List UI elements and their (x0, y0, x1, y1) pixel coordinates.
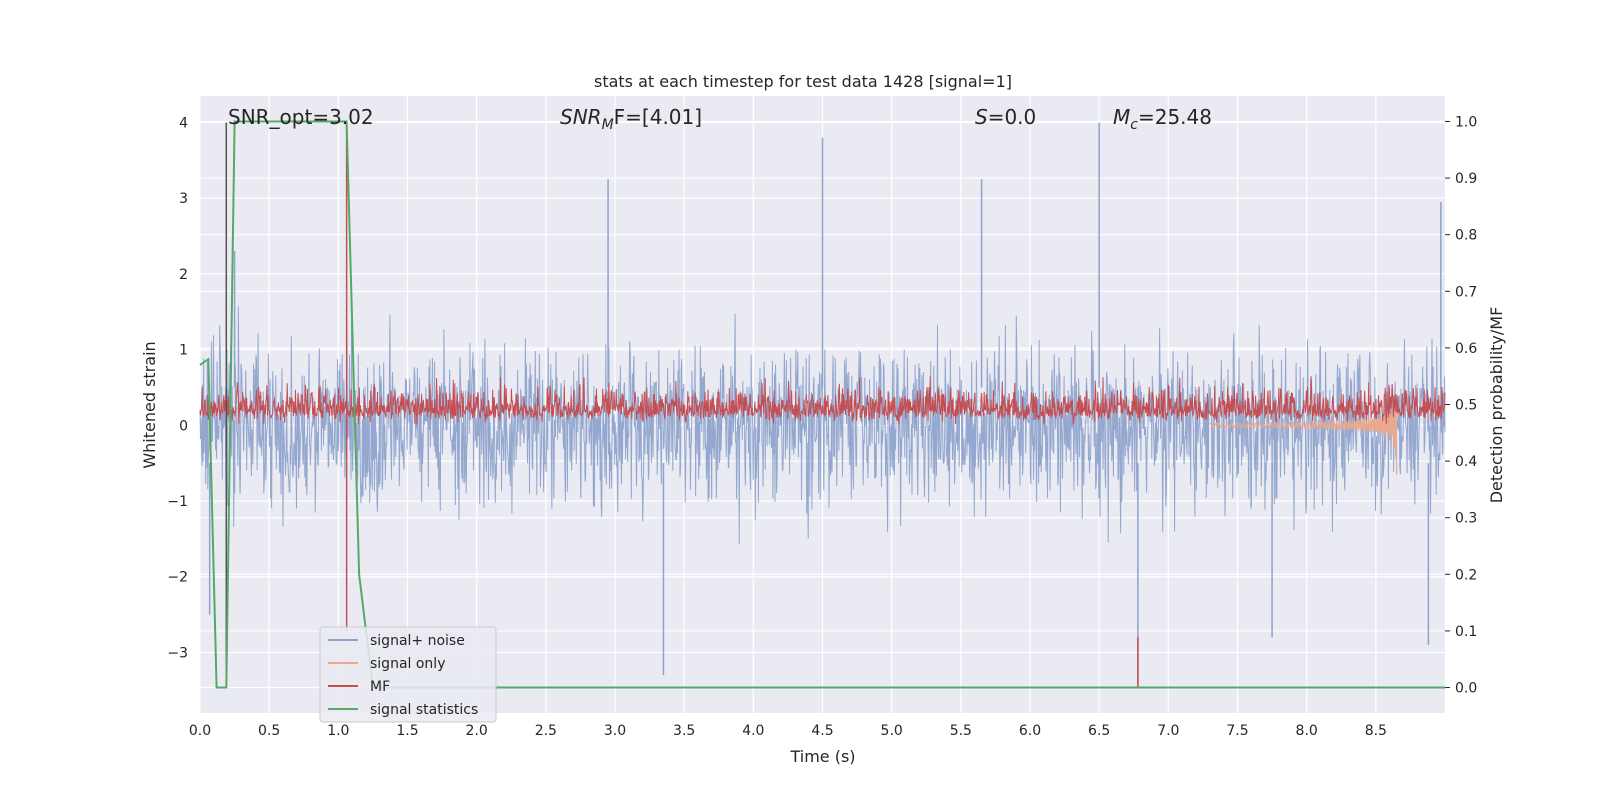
x-tick-label-3: 1.5 (396, 723, 418, 739)
chart-title: stats at each timestep for test data 142… (594, 72, 1012, 91)
x-tick-label-5: 2.5 (535, 723, 557, 739)
x-tick-label-2: 1.0 (327, 723, 349, 739)
left-y-axis-ticks: 4 3 2 1 0 −1 −2 −3 (167, 115, 188, 661)
x-tick-label-6: 3.0 (604, 723, 626, 739)
right-y-tick-label-1: 0.9 (1455, 171, 1477, 187)
s-symbol: S (975, 105, 988, 129)
left-y-tick-label-7: −3 (167, 645, 188, 661)
right-y-axis-label: Detection probability/MF (1487, 307, 1506, 504)
left-y-tick-label-1: 3 (179, 191, 188, 207)
right-y-tick-label-4: 0.6 (1455, 341, 1477, 357)
snr-mf-symbol: SNR (560, 105, 602, 129)
mc-symbol: M (1113, 105, 1130, 129)
left-y-tick-label-4: 0 (179, 418, 188, 434)
left-y-tick-label-5: −1 (167, 494, 188, 510)
right-y-tick-label-9: 0.1 (1455, 624, 1477, 640)
x-tick-label-7: 3.5 (673, 723, 695, 739)
mc-value: =25.48 (1138, 105, 1212, 129)
legend-label-signal-only: signal only (370, 656, 445, 672)
snr-mf-annotation: SNRMF=[4.01] (560, 105, 702, 133)
x-tick-label-4: 2.0 (466, 723, 488, 739)
x-tick-label-13: 6.5 (1088, 723, 1110, 739)
left-y-tick-label-6: −2 (167, 570, 188, 586)
x-tick-label-10: 5.0 (881, 723, 903, 739)
left-y-tick-label-0: 4 (179, 115, 188, 131)
signal-noise-line (199, 306, 1446, 545)
legend-label-signal-noise: signal+ noise (370, 633, 465, 649)
x-axis-ticks: 0.0 0.5 1.0 1.5 2.0 2.5 3.0 3.5 4.0 4.5 5.0 5.5 6.0 6… (189, 723, 1387, 739)
snr-mf-value: F=[4.01] (614, 105, 702, 129)
left-y-tick-label-2: 2 (179, 267, 188, 283)
right-y-tick-label-2: 0.8 (1455, 228, 1477, 244)
right-y-tick-label-6: 0.4 (1455, 454, 1477, 470)
right-y-axis-ticks: 1.0 0.9 0.8 0.7 0.6 0.5 0.4 0.3 0.2 0.1 0.0 (1445, 114, 1477, 697)
x-tick-label-16: 8.0 (1296, 723, 1318, 739)
legend-label-signal-statistics: signal statistics (370, 702, 478, 718)
right-y-tick-label-10: 0.0 (1455, 681, 1477, 697)
left-y-tick-label-3: 1 (179, 343, 188, 359)
x-tick-label-9: 4.5 (811, 723, 833, 739)
signal-only-series (1209, 395, 1398, 475)
x-tick-label-0: 0.0 (189, 723, 211, 739)
snr-mf-subscript: M (602, 117, 614, 133)
right-y-tick-label-7: 0.3 (1455, 511, 1477, 527)
legend-box (319, 626, 497, 723)
s-value: =0.0 (988, 105, 1037, 129)
x-tick-label-17: 8.5 (1365, 723, 1387, 739)
mf-line (199, 376, 1446, 425)
s-annotation: S=0.0 (975, 105, 1036, 129)
x-tick-label-14: 7.0 (1157, 723, 1179, 739)
signal-only-line (1209, 395, 1398, 475)
right-y-tick-label-8: 0.2 (1455, 567, 1477, 583)
x-tick-label-8: 4.0 (742, 723, 764, 739)
left-y-axis-label: Whitened strain (140, 341, 159, 468)
snr-opt-annotation: SNR_opt=3.02 (228, 105, 374, 129)
mf-series (199, 376, 1446, 425)
right-y-tick-label-5: 0.5 (1455, 398, 1477, 414)
marker-lines (225, 121, 1139, 688)
x-tick-label-11: 5.5 (950, 723, 972, 739)
legend: signal+ noise signal only MF signal stat… (319, 626, 497, 723)
legend-label-mf: MF (370, 679, 390, 695)
x-axis-label: Time (s) (789, 747, 855, 766)
mc-subscript: c (1130, 117, 1138, 133)
mc-annotation: Mc=25.48 (1113, 105, 1212, 133)
signal-noise-series (199, 122, 1446, 687)
x-tick-label-15: 7.5 (1226, 723, 1248, 739)
x-tick-label-1: 0.5 (258, 723, 280, 739)
right-y-tick-label-3: 0.7 (1455, 284, 1477, 300)
x-tick-label-12: 6.0 (1019, 723, 1041, 739)
right-y-tick-label-0: 1.0 (1455, 114, 1477, 130)
